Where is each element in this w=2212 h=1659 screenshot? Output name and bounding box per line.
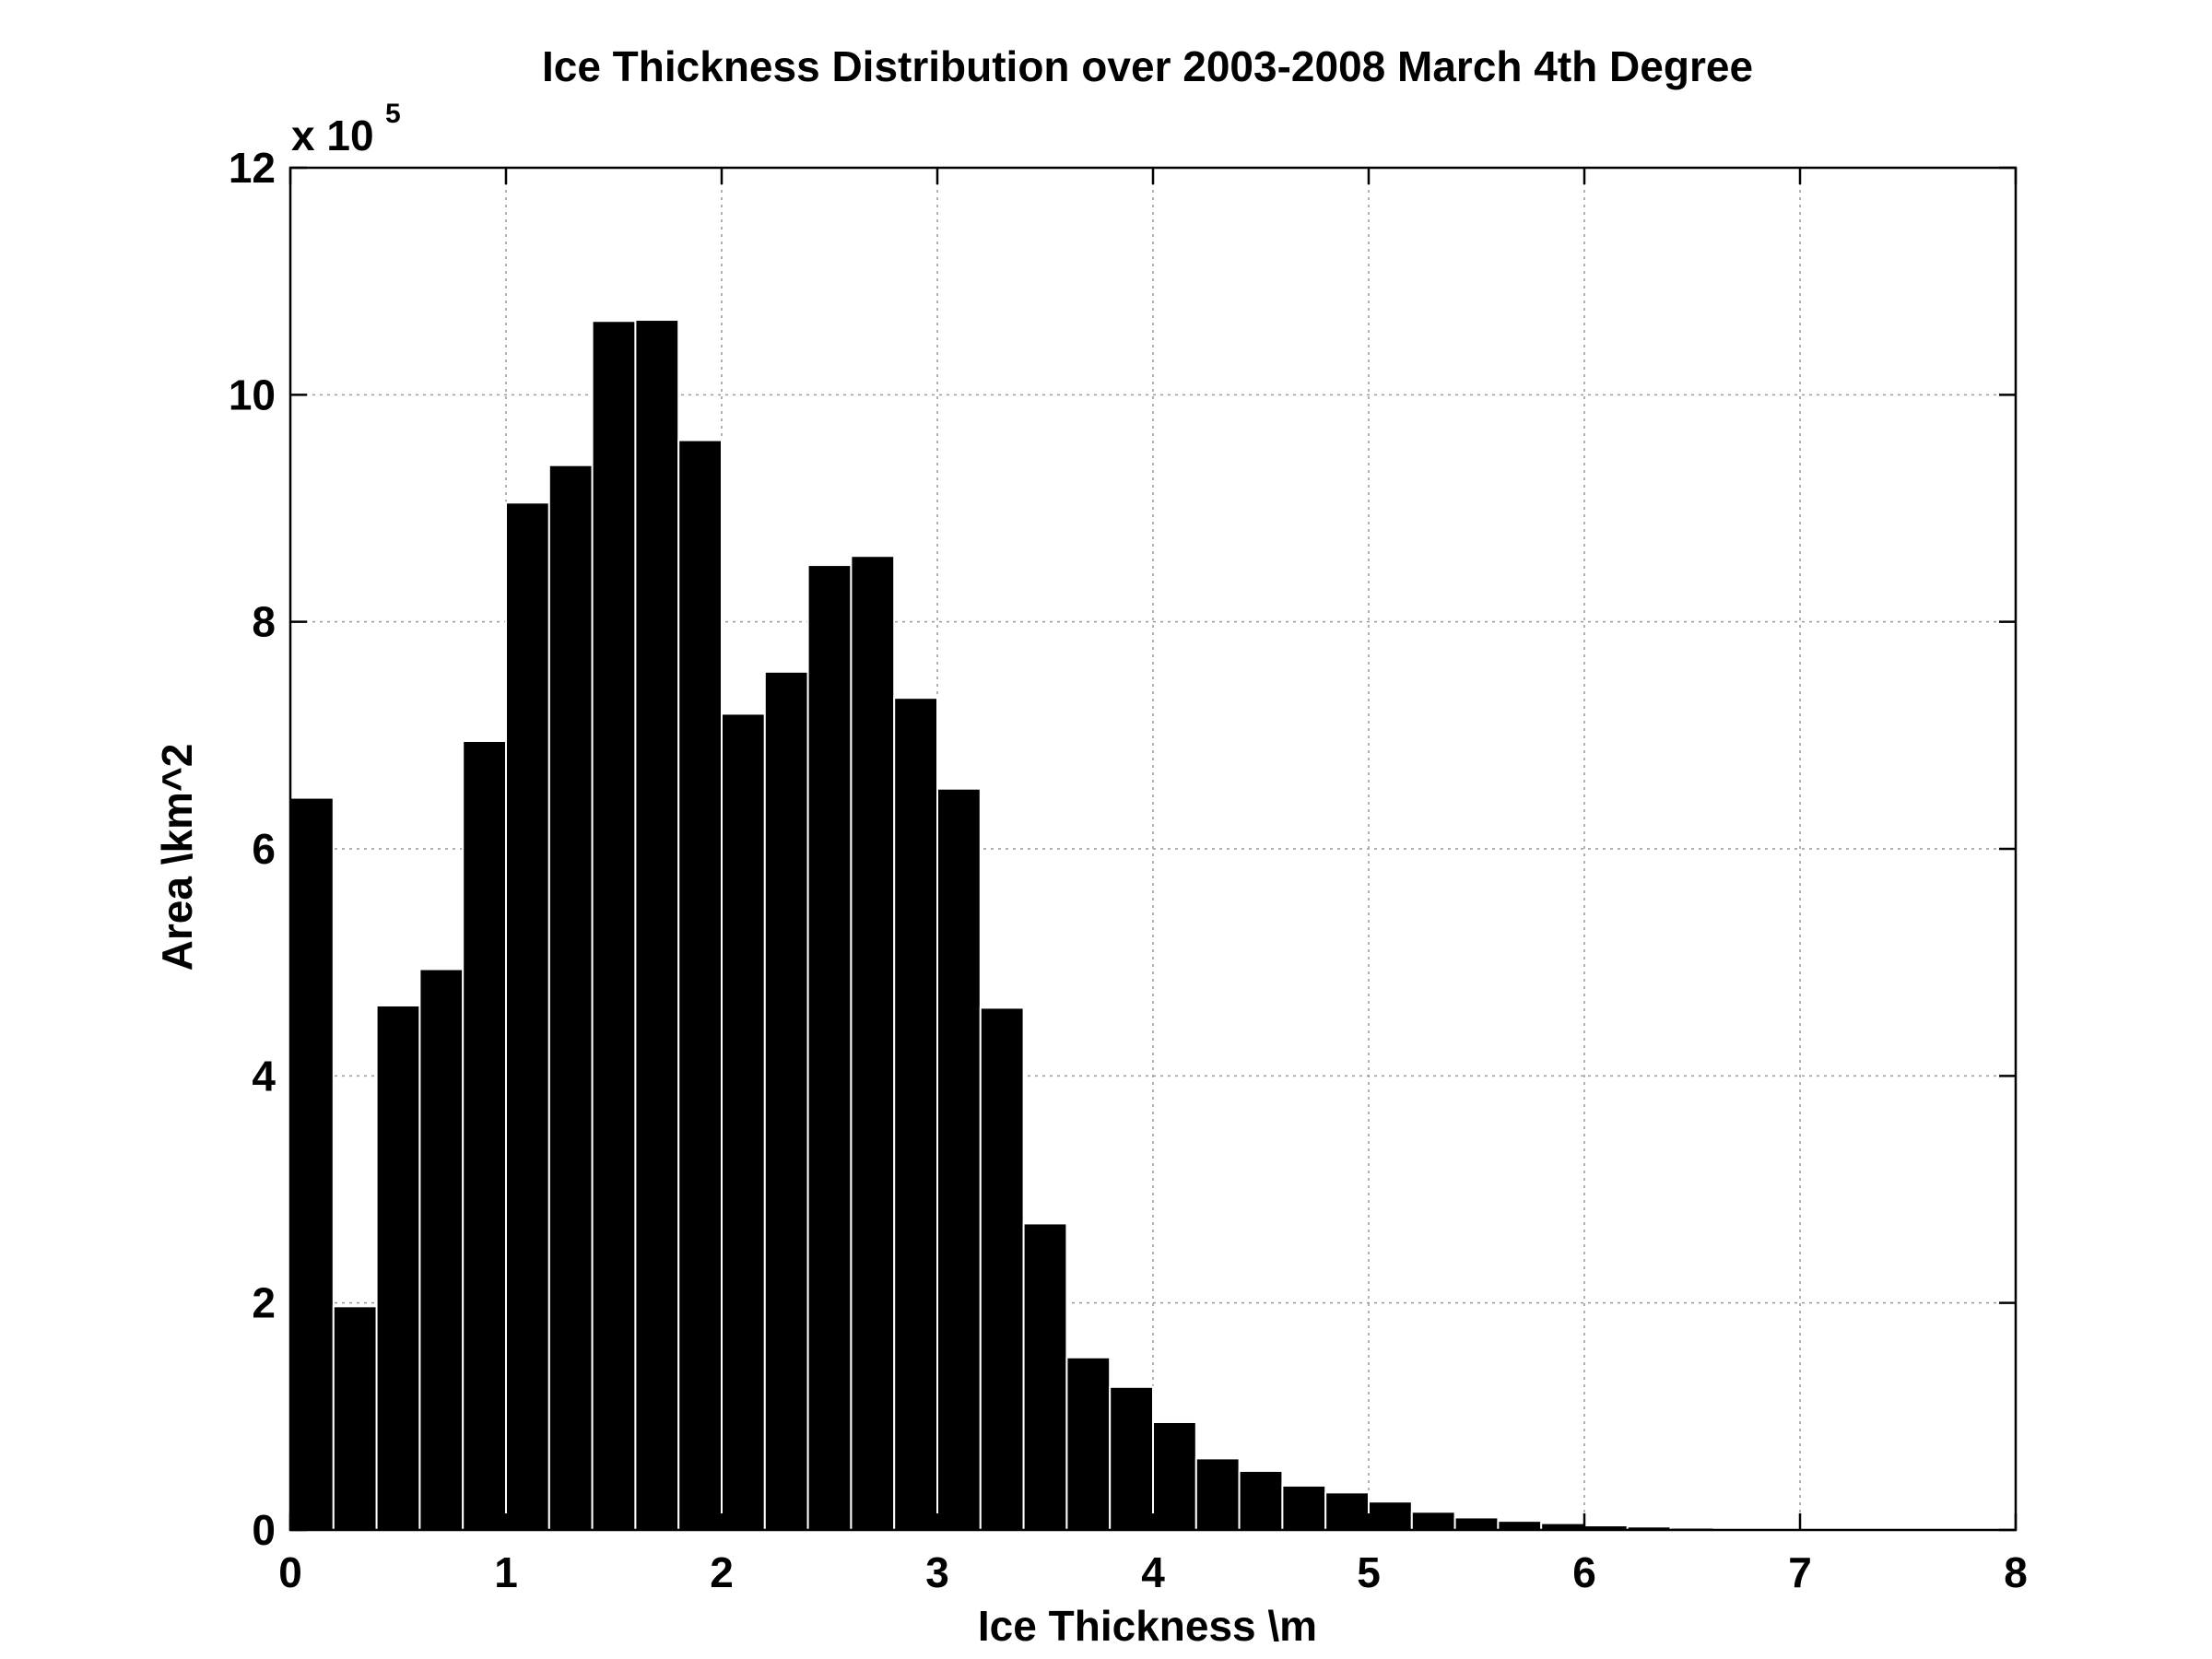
x-tick-label: 0 — [278, 1548, 302, 1596]
tick-marks — [288, 166, 2018, 1532]
x-tick-label: 2 — [710, 1548, 734, 1596]
histogram-bar — [634, 319, 680, 1531]
y-axis-tick-labels: 0 2 4 6 8 10 12 — [229, 144, 276, 1554]
histogram-bar — [1109, 1385, 1154, 1532]
x-tick-label: 5 — [1357, 1548, 1381, 1596]
histogram-bar — [1453, 1516, 1500, 1531]
histogram-bar — [332, 1305, 378, 1532]
y-tick-label: 6 — [252, 825, 276, 873]
histogram-bar — [1324, 1491, 1370, 1531]
histogram-bar — [1194, 1457, 1241, 1532]
histogram-bar — [505, 501, 550, 1531]
y-multiplier-exponent: 5 — [385, 99, 401, 129]
x-tick-label: 8 — [2004, 1548, 2028, 1596]
histogram-bar — [1238, 1469, 1284, 1532]
histogram-bar — [591, 320, 637, 1531]
histogram-bar — [806, 564, 853, 1531]
x-tick-label: 7 — [1788, 1548, 1812, 1596]
y-tick-label: 0 — [252, 1506, 276, 1554]
y-tick-label: 4 — [252, 1052, 276, 1100]
histogram-bar — [850, 555, 896, 1531]
histogram-bar — [375, 1004, 421, 1531]
chart-title: Ice Thickness Distribution over 2003-200… — [542, 42, 1753, 90]
histogram-bar — [1281, 1484, 1327, 1531]
histogram-bar — [1152, 1420, 1197, 1532]
x-tick-label: 4 — [1141, 1548, 1165, 1596]
histogram-bar — [936, 787, 982, 1531]
histogram-bar — [1497, 1520, 1543, 1531]
y-tick-label: 8 — [252, 598, 276, 646]
histogram-bar — [1368, 1500, 1413, 1532]
y-axis-label: Area \km^2 — [153, 744, 201, 971]
histogram-bar — [547, 464, 594, 1531]
histogram-bar — [893, 697, 939, 1531]
histogram-bar — [979, 1006, 1025, 1531]
x-tick-label: 3 — [925, 1548, 949, 1596]
histogram-bar — [1022, 1222, 1068, 1531]
histogram-bar — [763, 670, 809, 1531]
y-tick-label: 12 — [229, 144, 276, 192]
y-tick-label: 10 — [229, 371, 276, 418]
y-axis-multiplier: x 10 5 — [291, 99, 401, 159]
x-axis-label: Ice Thickness \m — [978, 1602, 1317, 1650]
y-multiplier-base: x 10 — [291, 112, 374, 159]
histogram-bar — [462, 739, 508, 1531]
histogram-bar — [418, 968, 465, 1531]
histogram-bar — [677, 439, 724, 1532]
x-axis-tick-labels: 0 1 2 3 4 5 6 7 8 — [278, 1548, 2028, 1596]
histogram-bar — [1065, 1356, 1112, 1531]
y-tick-label: 2 — [252, 1279, 276, 1327]
x-tick-label: 6 — [1572, 1548, 1596, 1596]
histogram-bar — [289, 796, 335, 1531]
histogram-bar — [1410, 1511, 1456, 1532]
histogram-bars — [289, 319, 2017, 1532]
x-tick-label: 1 — [494, 1548, 518, 1596]
histogram-bar — [721, 712, 766, 1531]
